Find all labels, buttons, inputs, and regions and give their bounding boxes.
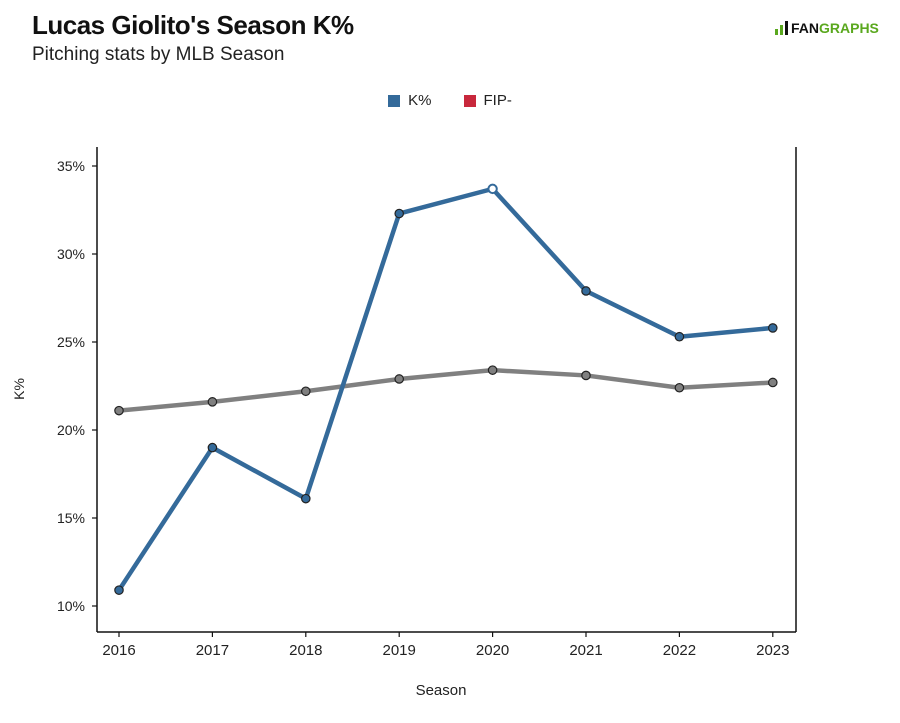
- y-tick-label: 25%: [57, 334, 85, 350]
- chart-series: [114, 183, 778, 595]
- fangraphs-logo-icon: [775, 21, 788, 35]
- x-tick-label: 2021: [569, 642, 602, 659]
- x-tick-label: 2016: [102, 642, 135, 659]
- x-tick-label: 2019: [383, 642, 416, 659]
- data-point-kpct[interactable]: [300, 493, 311, 504]
- data-point-kpct[interactable]: [767, 323, 778, 333]
- data-point-kpct[interactable]: [674, 331, 685, 342]
- data-point-league[interactable]: [487, 365, 498, 375]
- y-tick-label: 30%: [57, 246, 85, 262]
- x-tick-label: 2023: [756, 642, 789, 659]
- data-point-league[interactable]: [674, 382, 685, 393]
- legend-item-fip[interactable]: FIP-: [463, 92, 512, 109]
- data-point-kpct[interactable]: [487, 183, 498, 195]
- x-tick-label: 2018: [289, 642, 322, 659]
- fangraphs-logo[interactable]: FAN GRAPHS: [774, 20, 879, 36]
- legend-item-kpct[interactable]: K%: [388, 92, 432, 109]
- y-tick-label: 35%: [57, 158, 85, 174]
- logo-text-graphs: GRAPHS: [819, 20, 879, 36]
- x-tick-label: 2022: [663, 642, 696, 659]
- series-line-kpct: [116, 186, 776, 593]
- data-point-kpct[interactable]: [581, 286, 591, 296]
- data-point-league[interactable]: [300, 386, 311, 397]
- data-point-league[interactable]: [207, 397, 218, 407]
- data-point-kpct[interactable]: [114, 585, 124, 595]
- x-tick-label: 2017: [196, 642, 229, 659]
- logo-text-fan: FAN: [791, 20, 819, 36]
- y-tick-label: 20%: [57, 422, 85, 438]
- y-axis-label: K%: [11, 378, 27, 400]
- data-point-league[interactable]: [394, 374, 404, 384]
- data-point-league[interactable]: [767, 377, 778, 388]
- y-tick-label: 10%: [57, 598, 85, 614]
- x-tick-label: 2020: [476, 642, 509, 659]
- chart-legend: K% FIP-: [0, 92, 900, 109]
- legend-label-fip: FIP-: [483, 92, 512, 109]
- data-point-league[interactable]: [581, 370, 591, 381]
- chart-title: Lucas Giolito's Season K%: [32, 10, 354, 40]
- data-point-kpct[interactable]: [207, 442, 218, 453]
- series-line-league: [116, 367, 776, 413]
- data-point-kpct[interactable]: [394, 208, 404, 219]
- data-point-league[interactable]: [114, 405, 124, 416]
- chart-axes: 10% 15% 20% 25% 30% 35% 2016 2017 2018 2019 2020 20…: [57, 147, 797, 659]
- chart-subtitle: Pitching stats by MLB Season: [32, 44, 285, 65]
- y-tick-label: 15%: [57, 510, 85, 526]
- legend-swatch-kpct: [388, 94, 401, 107]
- legend-swatch-fip: [463, 94, 476, 107]
- x-axis-label: Season: [416, 682, 467, 699]
- legend-label-kpct: K%: [408, 92, 432, 109]
